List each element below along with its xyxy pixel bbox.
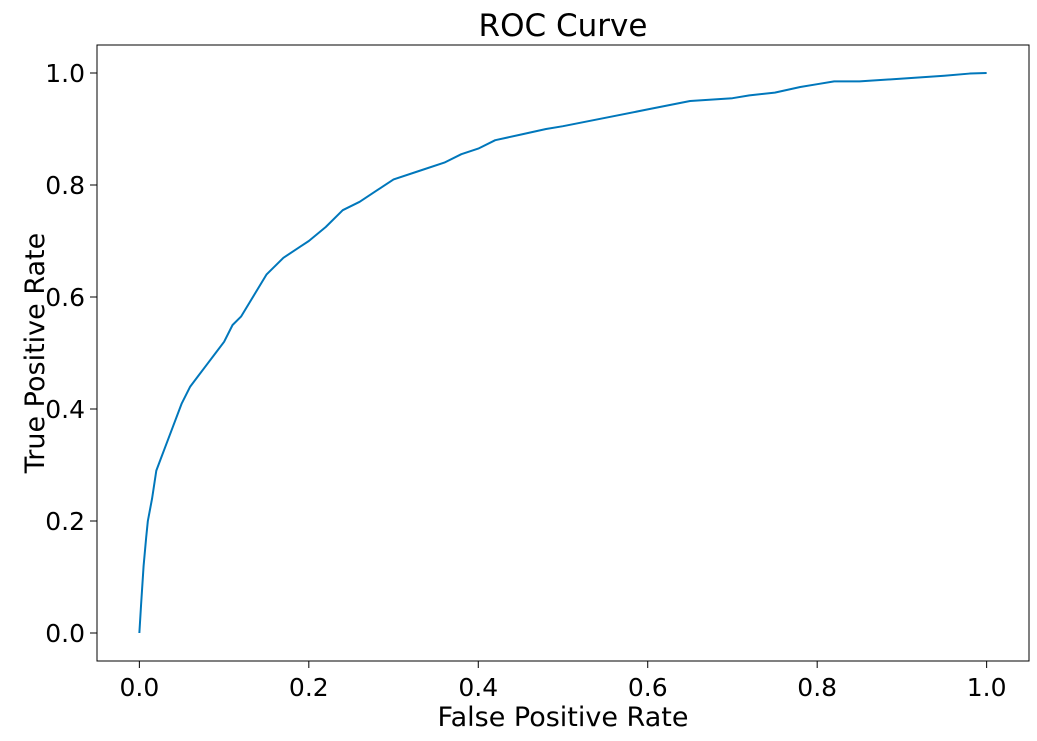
x-axis-ticks: 0.0 0.2 0.4 0.6 0.8 1.0 [119,661,1007,702]
x-tick-label: 0.4 [458,673,498,702]
y-tick-label: 0.0 [45,619,85,648]
series-layer [138,72,987,634]
y-axis-ticks: 0.0 0.2 0.4 0.6 0.8 1.0 [45,59,97,648]
x-tick-label: 0.2 [289,673,329,702]
x-tick-label: 0.0 [119,673,159,702]
y-tick-label: 0.6 [45,283,85,312]
plot-frame [96,44,1030,662]
x-tick-label: 0.8 [797,673,837,702]
x-tick-label: 1.0 [967,673,1007,702]
y-tick-label: 0.4 [45,395,85,424]
y-tick-label: 0.8 [45,171,85,200]
y-tick-label: 1.0 [45,59,85,88]
x-tick-label: 0.6 [628,673,668,702]
y-axis-label: True Positive Rate [20,233,51,475]
chart-title: ROC Curve [479,8,648,44]
y-tick-label: 0.2 [45,507,85,536]
roc-series-line [138,72,987,634]
x-axis-label: False Positive Rate [438,702,689,733]
